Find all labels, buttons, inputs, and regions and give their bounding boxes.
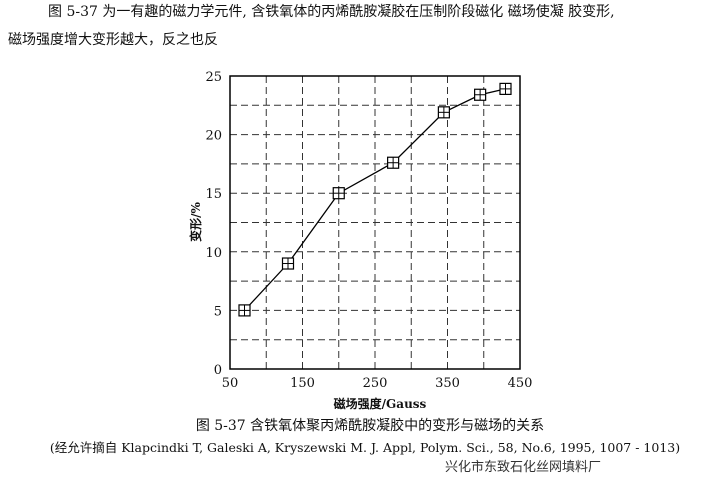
y-tick-label: 10: [205, 246, 222, 261]
marker: [437, 106, 450, 119]
y-axis-label: 变形/%: [188, 202, 203, 242]
x-tick-label: 250: [363, 376, 388, 391]
marker: [332, 187, 345, 200]
x-tick-label: 50: [222, 376, 239, 391]
y-tick-label: 20: [205, 129, 222, 144]
caption: 图 5-37 含铁氧体聚丙烯酰胺凝胶中的变形与磁场的关系: [196, 417, 544, 434]
marker: [238, 304, 251, 317]
watermark: 兴化市东致石化丝网填料厂: [445, 459, 601, 475]
y-tick-label: 0: [214, 363, 222, 378]
marker: [499, 82, 512, 95]
marker: [474, 88, 487, 101]
marker: [281, 257, 295, 270]
plot-frame: [229, 75, 521, 370]
source: (经允许摘自 Klapcindki T, Galeski A, Kryszews…: [50, 440, 680, 455]
marker: [387, 156, 400, 169]
paragraph-line: 图 5-37 为一有趣的磁力学元件, 含铁氧体的丙烯酰胺凝胶在压制阶段磁化 磁场…: [48, 3, 615, 20]
paragraph-line: 磁场强度增大变形越大，反之也反: [8, 32, 218, 48]
x-tick-label: 150: [290, 376, 315, 391]
y-tick-label: 25: [205, 70, 222, 85]
x-axis-label: 磁场强度/Gauss: [333, 396, 427, 411]
x-tick-label: 450: [508, 376, 533, 391]
y-tick-label: 15: [205, 187, 222, 202]
y-tick-label: 5: [214, 304, 222, 319]
x-tick-label: 350: [435, 376, 460, 391]
